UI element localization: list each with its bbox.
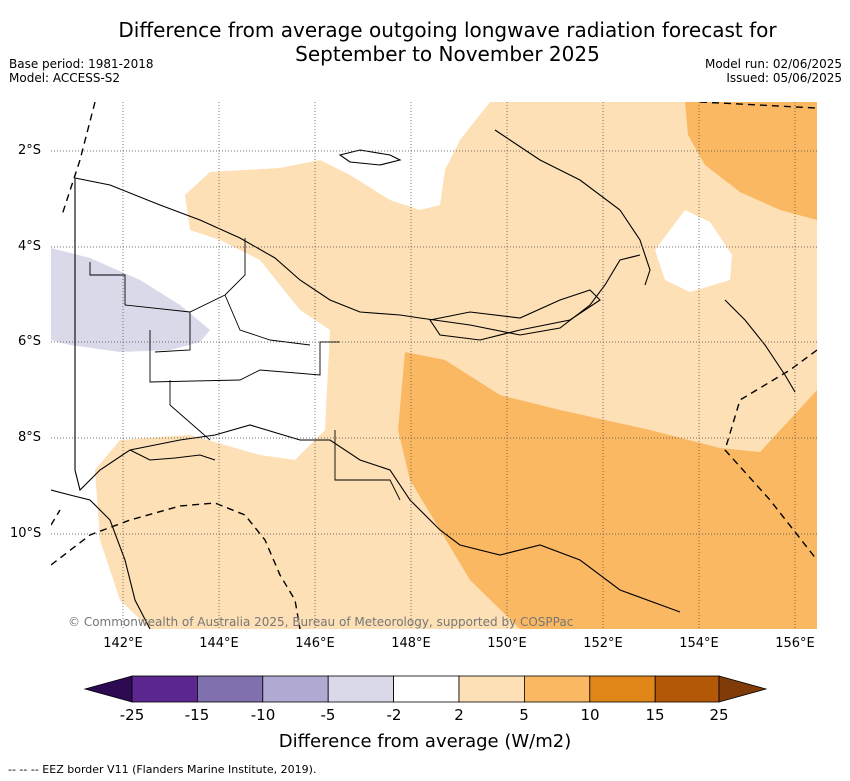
meta-left: Base period: 1981-2018 Model: ACCESS-S2	[9, 57, 154, 85]
colorbar-bin-9	[654, 675, 720, 703]
colorbar-tick: 15	[645, 706, 665, 724]
colorbar-tick: -10	[250, 706, 276, 724]
colorbar	[83, 675, 768, 703]
coastlines	[51, 129, 796, 629]
copyright-notice: © Commonwealth of Australia 2025, Bureau…	[68, 615, 574, 629]
colorbar-tick: 25	[709, 706, 729, 724]
eez-legend-note: -- -- -- EEZ border V11 (Flanders Marine…	[8, 763, 317, 776]
lat-label: 8°S	[18, 430, 42, 445]
model-run: Model run: 02/06/2025	[704, 57, 842, 71]
issued-date: Issued: 05/06/2025	[726, 71, 842, 85]
colorbar-tick: -5	[320, 706, 336, 724]
colorbar-high-extension	[718, 675, 768, 703]
colorbar-tick: 5	[519, 706, 529, 724]
map-plot-area	[51, 102, 817, 629]
anomaly-region-5-10-south	[398, 352, 817, 629]
colorbar-bin-1	[131, 675, 198, 703]
colorbar-tick: 10	[580, 706, 600, 724]
lon-label: 146°E	[295, 636, 335, 651]
lon-label: 152°E	[583, 636, 623, 651]
bougainville	[724, 299, 796, 393]
province-borders	[89, 238, 401, 501]
manus-island	[338, 149, 402, 166]
lon-label: 142°E	[103, 636, 143, 651]
colorbar-bin-3	[262, 675, 329, 703]
title-line-2: September to November 2025	[295, 42, 600, 66]
lat-label: 4°S	[18, 239, 42, 254]
colorbar-tick: -15	[184, 706, 210, 724]
anomaly-region-5-10-ne	[685, 102, 817, 220]
model-name: Model: ACCESS-S2	[9, 71, 121, 85]
lon-label: 156°E	[775, 636, 815, 651]
colorbar-bin-6	[458, 675, 525, 703]
new-britain	[429, 289, 601, 341]
colorbar-tick: 2	[454, 706, 464, 724]
grid-lines	[51, 102, 817, 629]
anomaly-region-neutral-east	[655, 210, 732, 292]
new-ireland	[494, 129, 651, 286]
base-period: Base period: 1981-2018	[9, 57, 154, 71]
colorbar-bin-2	[196, 675, 264, 703]
lon-label: 154°E	[679, 636, 719, 651]
colorbar-bin-8	[589, 675, 656, 703]
lat-label: 10°S	[10, 526, 42, 541]
fly-river-mouth	[129, 449, 216, 461]
colorbar-tick: -25	[119, 706, 145, 724]
lon-label: 148°E	[391, 636, 431, 651]
colorbar-bin-5	[393, 675, 460, 703]
torres-strait-coast	[51, 489, 151, 629]
eez-borders	[51, 102, 817, 629]
lat-label: 6°S	[18, 334, 42, 349]
colorbar-bin-4	[327, 675, 395, 703]
colorbar-low-extension	[83, 675, 133, 703]
meta-right: Model run: 02/06/2025 Issued: 05/06/2025	[705, 57, 842, 85]
png-south-coast	[74, 178, 681, 613]
lon-label: 150°E	[487, 636, 527, 651]
lat-label: 2°S	[18, 143, 42, 158]
colorbar-bin-7	[524, 675, 591, 703]
png-mainland-north-coast	[74, 177, 641, 336]
lon-label: 144°E	[199, 636, 239, 651]
colorbar-tick: -2	[386, 706, 402, 724]
colorbar-label: Difference from average (W/m2)	[278, 731, 572, 752]
map-title: Difference from average outgoing longwav…	[0, 18, 850, 66]
title-line-1: Difference from average outgoing longwav…	[118, 18, 777, 42]
anomaly-region-neg-west	[51, 248, 210, 352]
